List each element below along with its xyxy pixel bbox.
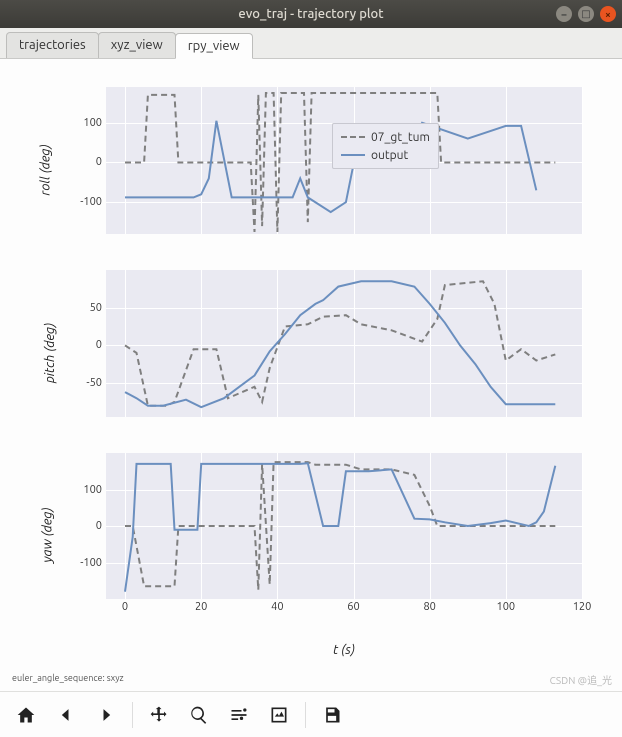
xtick-label: 100 [497,601,516,613]
ytick-label: 100 [83,117,102,129]
series-output [125,463,555,592]
back-icon[interactable] [46,697,86,733]
ytick-label: 0 [96,339,102,351]
ytick-label: 0 [96,156,102,168]
tab-trajectories[interactable]: trajectories [6,32,99,58]
xtick-label: 40 [271,601,283,613]
subplot-1: pitch (deg)-50050 [72,270,582,435]
subplots-icon[interactable] [259,697,299,733]
plot-area[interactable]: 07_gt_tumoutput [106,87,582,234]
subplot-2: yaw (deg)-1000100020406080100120t (s) [72,453,582,617]
ytick-label: 50 [90,302,102,314]
ytick-label: -50 [86,377,102,389]
ytick-label: -100 [80,557,102,569]
xtick-label: 80 [423,601,435,613]
ytick-label: 0 [96,520,102,532]
maximize-button[interactable]: □ [578,6,594,22]
legend-line-icon [341,154,365,156]
toolbar-separator [305,702,306,728]
series-output [125,281,555,407]
legend-line-icon [341,136,365,138]
save-icon[interactable] [312,697,352,733]
series-gt [125,462,555,590]
window-titlebar: evo_traj - trajectory plot – □ × [0,0,622,28]
zoom-icon[interactable] [179,697,219,733]
series-output [125,121,536,212]
window-title: evo_traj - trajectory plot [238,7,383,21]
plot-area[interactable] [106,270,582,417]
legend-label: output [371,149,408,162]
configure-icon[interactable] [219,697,259,733]
ylabel: pitch (deg) [43,322,57,382]
forward-icon[interactable] [86,697,126,733]
window-controls: – □ × [556,6,616,22]
close-button[interactable]: × [600,6,616,22]
plot-area[interactable] [106,453,582,599]
toolbar-separator [132,702,133,728]
xtick-label: 0 [122,601,128,613]
plot-canvas: roll (deg)-100010007_gt_tumoutputpitch (… [0,59,622,691]
tab-bar: trajectories xyz_view rpy_view [0,28,622,59]
xtick-label: 120 [573,601,592,613]
minimize-button[interactable]: – [556,6,572,22]
xtick-label: 20 [195,601,207,613]
ylabel: yaw (deg) [41,507,55,562]
watermark-text: CSDN @追_光 [550,672,612,687]
ytick-label: -100 [80,196,102,208]
footnote-text: euler_angle_sequence: sxyz [12,673,124,683]
legend-label: 07_gt_tum [371,131,430,144]
tab-xyz-view[interactable]: xyz_view [98,32,176,58]
ylabel: roll (deg) [39,144,53,195]
legend[interactable]: 07_gt_tumoutput [332,123,439,169]
matplotlib-toolbar [0,691,622,737]
xtick-label: 60 [347,601,359,613]
subplot-0: roll (deg)-100010007_gt_tumoutput [72,87,582,252]
pan-icon[interactable] [139,697,179,733]
tab-rpy-view[interactable]: rpy_view [175,33,253,59]
xaxis-label: t (s) [333,643,355,657]
ytick-label: 100 [83,484,102,496]
home-icon[interactable] [6,697,46,733]
